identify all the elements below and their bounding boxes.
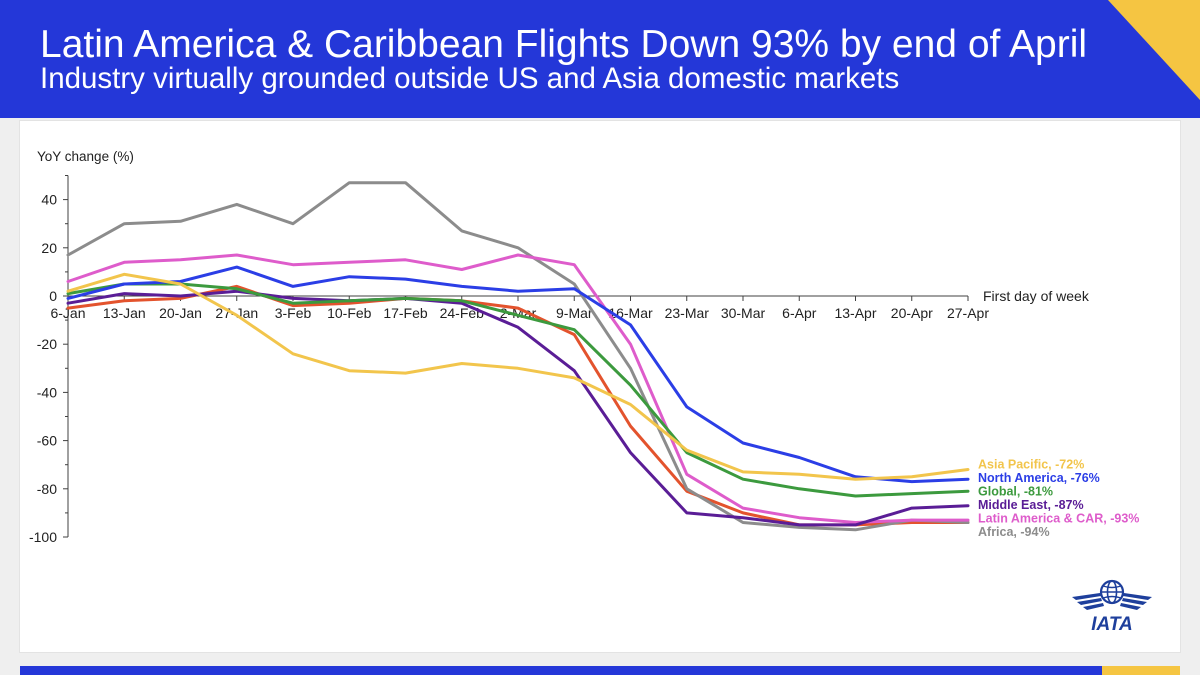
series-line-middle-east	[66, 289, 970, 527]
series-end-label-global: Global, -81%	[978, 485, 1053, 499]
y-tick-label: -100	[29, 529, 57, 545]
x-tick-label: 13-Apr	[834, 305, 876, 321]
corner-triangle-shape	[1108, 0, 1200, 100]
globe-latitude-south	[1102, 595, 1122, 599]
line-chart: 40 20 0 -20 -40 -60 -80 -100 6-Jan 13-Jan 20-Jan 27…	[29, 149, 1139, 545]
y-tick-label: -80	[37, 481, 57, 497]
series-line-latin-america-car	[66, 253, 970, 524]
x-tick-label: 9-Mar	[556, 305, 593, 321]
chart-tick-labels: 40 20 0 -20 -40 -60 -80 -100 6-Jan 13-Jan 20-Jan 27…	[29, 149, 1090, 545]
corner-accent-triangle	[1108, 0, 1200, 100]
x-tick-label: 20-Jan	[159, 305, 202, 321]
chart-series-lines	[66, 181, 970, 532]
x-tick-label: 17-Feb	[383, 305, 428, 321]
footer-strip-blue	[20, 666, 1102, 675]
x-tick-label: 30-Mar	[721, 305, 766, 321]
x-tick-label: 6-Jan	[50, 305, 85, 321]
y-tick-label: -60	[37, 433, 57, 449]
y-tick-label: -40	[37, 384, 57, 400]
x-tick-label: 24-Feb	[440, 305, 485, 321]
series-line-africa	[66, 181, 970, 532]
x-tick-label: 10-Feb	[327, 305, 372, 321]
series-end-label-asia-pacific: Asia Pacific, -72%	[978, 458, 1084, 472]
slide-subtitle: Industry virtually grounded outside US a…	[40, 62, 900, 95]
x-tick-label: 6-Apr	[782, 305, 817, 321]
logo-wordmark: IATA	[1091, 614, 1133, 633]
y-tick-label: 20	[41, 240, 57, 256]
x-tick-label: 16-Mar	[608, 305, 653, 321]
series-line-north-america	[66, 265, 970, 484]
wing-stripe	[1083, 603, 1104, 610]
wing-stripe	[1122, 598, 1147, 605]
x-tick-label: 20-Apr	[891, 305, 933, 321]
y-tick-label: -20	[37, 336, 57, 352]
y-axis-title: YoY change (%)	[37, 149, 134, 164]
x-tick-label: 3-Feb	[275, 305, 312, 321]
x-tick-label: 27-Apr	[947, 305, 989, 321]
series-line-unlabeled	[66, 284, 970, 527]
iata-globe-wings-icon: IATA	[1072, 579, 1152, 633]
y-tick-label: 40	[41, 192, 57, 208]
chart-card: 40 20 0 -20 -40 -60 -80 -100 6-Jan 13-Jan 20-Jan 27…	[20, 121, 1180, 652]
wing-stripe	[1123, 593, 1152, 600]
series-end-label-latin-america-car: Latin America & CAR, -93%	[978, 512, 1139, 526]
y-tick-label: 0	[49, 288, 57, 304]
series-end-label-middle-east: Middle East, -87%	[978, 498, 1084, 512]
wing-stripe	[1072, 593, 1101, 600]
x-tick-label: 23-Mar	[665, 305, 710, 321]
slide-header: Latin America & Caribbean Flights Down 9…	[0, 0, 1200, 118]
series-end-label-africa: Africa, -94%	[978, 525, 1050, 539]
series-line-global	[66, 282, 970, 498]
series-end-label-north-america: North America, -76%	[978, 471, 1100, 485]
x-axis-title: First day of week	[983, 288, 1090, 304]
chart-axes	[63, 175, 969, 538]
slide-title: Latin America & Caribbean Flights Down 9…	[40, 23, 1088, 66]
logo-right-wing	[1120, 593, 1152, 610]
footer-strip-yellow	[1102, 666, 1180, 675]
logo-globe	[1099, 579, 1125, 605]
series-line-asia-pacific	[66, 272, 970, 481]
wing-stripe	[1120, 603, 1141, 610]
wing-stripe	[1077, 598, 1102, 605]
logo-left-wing	[1072, 593, 1104, 610]
x-tick-label: 13-Jan	[103, 305, 146, 321]
chart-series-end-labels: Asia Pacific, -72%North America, -76%Glo…	[978, 458, 1139, 540]
globe-latitude-north	[1102, 585, 1122, 589]
